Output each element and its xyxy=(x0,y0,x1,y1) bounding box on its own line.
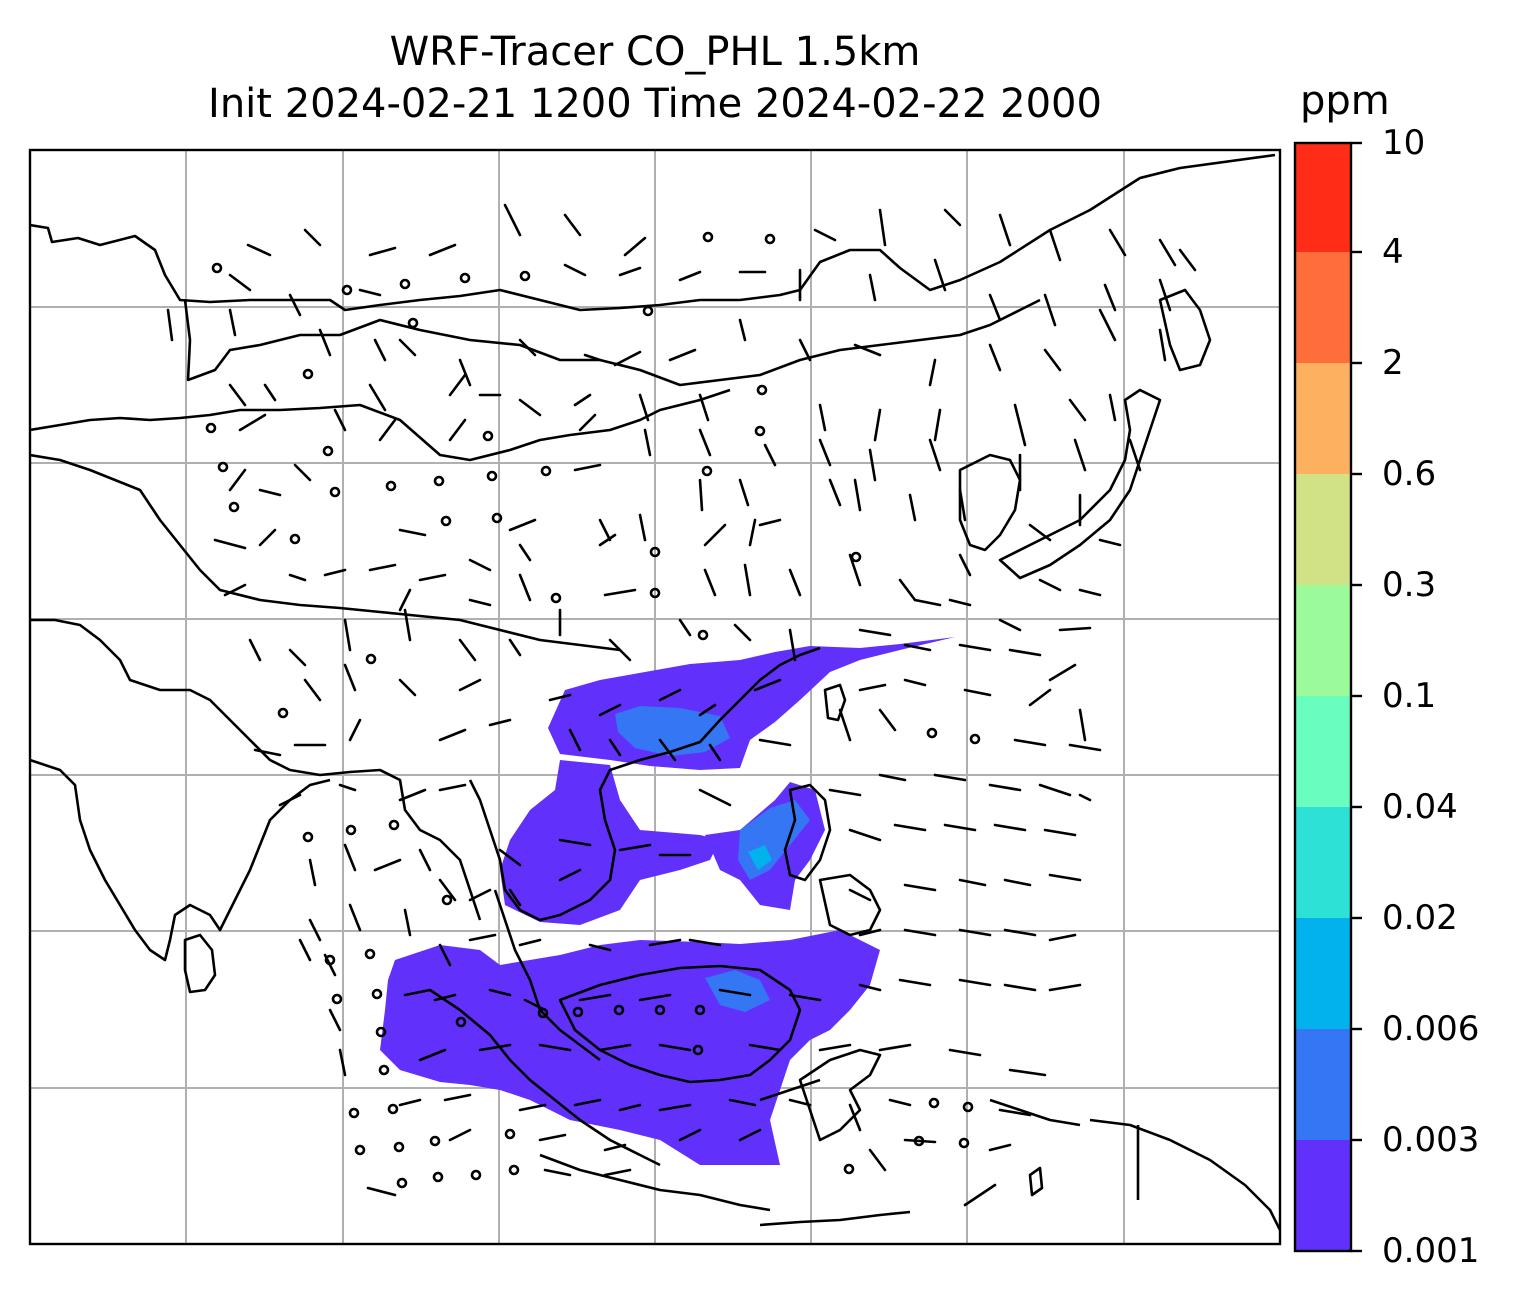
colorbar-segment xyxy=(1295,143,1351,252)
colorbar-segment xyxy=(1295,585,1351,696)
coastline-india-peninsula xyxy=(30,758,331,962)
coastline-indochina xyxy=(468,646,821,922)
colorbar-segment xyxy=(1295,1029,1351,1140)
title-line-1: WRF-Tracer CO_PHL 1.5km xyxy=(389,29,921,75)
coastline-new-guinea xyxy=(1089,1118,1280,1231)
coastline-java xyxy=(539,1153,771,1212)
colorbar-segment xyxy=(1295,1140,1351,1251)
coastline-lesser-sunda xyxy=(759,1210,911,1227)
colorbar-tick-label: 0.1 xyxy=(1382,676,1437,716)
coastline-central-asia xyxy=(30,388,731,462)
tracer-region-indochina xyxy=(500,760,720,925)
colorbar-segment xyxy=(1295,807,1351,918)
wind-barbs-row-9 xyxy=(248,608,1077,682)
coastline-tibet xyxy=(30,453,621,652)
coastline-timor xyxy=(1028,1166,1044,1197)
colorbar-tick-label: 10 xyxy=(1382,123,1426,163)
colorbar-tick-label: 0.006 xyxy=(1382,1009,1480,1049)
wind-barbs-row-20 xyxy=(366,1168,997,1207)
coastline-inner-china xyxy=(183,298,1041,387)
colorbar-tick-label: 0.6 xyxy=(1382,454,1437,494)
wind-barbs-row-5 xyxy=(238,408,1142,492)
wind-barbs-row-4 xyxy=(228,373,1117,447)
colorbar-tick-label: 4 xyxy=(1382,232,1404,272)
calm-wind-markers xyxy=(205,231,981,1189)
wind-barbs-row-14 xyxy=(308,868,1082,942)
coastline-malay-peninsula xyxy=(493,889,601,1062)
coastline-sri-lanka xyxy=(183,933,217,994)
colorbar-unit-label: ppm xyxy=(1300,78,1390,124)
wind-barbs-row-7 xyxy=(213,518,1102,602)
colorbar-ticks xyxy=(1351,141,1362,1253)
coastline-borneo-north xyxy=(759,1078,821,1102)
colorbar-tick-label: 0.04 xyxy=(1382,787,1458,827)
coastline-japan-hokkaido xyxy=(1158,288,1212,372)
wind-barbs-row-2 xyxy=(228,258,1172,327)
tracer-region-borneo-core xyxy=(705,970,770,1012)
wind-barbs-row-11 xyxy=(253,708,1102,762)
tracer-region-south-china-sea-north xyxy=(548,637,955,770)
coastline-taiwan xyxy=(823,683,847,722)
colorbar-tick-label: 0.001 xyxy=(1382,1231,1480,1271)
coastline-japan-honshu xyxy=(998,388,1162,580)
coastline-philippines-luzon xyxy=(783,783,832,882)
coastline-philippines-mindanao xyxy=(818,873,882,937)
map-frame xyxy=(28,148,1282,1246)
colorbar-segment xyxy=(1295,474,1351,585)
colorbar-segment xyxy=(1295,696,1351,807)
colorbar-segment xyxy=(1295,252,1351,363)
wind-barbs xyxy=(166,203,1197,1207)
wind-barbs-row-12 xyxy=(278,773,1092,807)
tracer-region-borneo-sumatra xyxy=(380,930,880,1165)
tracer-region-philippines-peak xyxy=(748,845,772,870)
wind-barbs-row-10 xyxy=(303,663,1087,742)
colorbar-tick-label: 0.02 xyxy=(1382,898,1458,938)
coastline-india xyxy=(30,618,482,921)
colorbar-tick-label: 2 xyxy=(1382,343,1404,383)
tracer-field xyxy=(380,637,955,1165)
title-line-2: Init 2024-02-21 1200 Time 2024-02-22 200… xyxy=(208,81,1102,127)
wind-barbs-row-19 xyxy=(448,1128,1012,1172)
wind-barbs-row-13 xyxy=(308,823,1077,887)
plot-title: WRF-Tracer CO_PHL 1.5km Init 2024-02-21 … xyxy=(30,26,1280,130)
colorbar-segment xyxy=(1295,918,1351,1029)
coastline-korea xyxy=(958,453,1022,552)
colorbar-segment xyxy=(1295,363,1351,474)
coastline-sumatra xyxy=(429,988,661,1167)
wind-barbs-row-15 xyxy=(298,928,1077,977)
colorbar xyxy=(1293,141,1362,1253)
coastline-halmahera xyxy=(989,1098,1081,1127)
colorbar-tick-label: 0.003 xyxy=(1382,1120,1480,1160)
coastlines xyxy=(30,153,1280,1231)
wind-barbs-row-6 xyxy=(228,463,1122,547)
coastline-north-china xyxy=(30,153,1276,312)
tracer-region-gulf-of-tonkin xyxy=(615,706,730,756)
wind-barbs-row-8 xyxy=(223,563,1092,637)
wind-barbs-row-18 xyxy=(398,1093,1032,1132)
coastline-sulawesi xyxy=(798,1048,882,1142)
wind-barbs-row-north xyxy=(246,203,1197,272)
wind-barbs-row-16 xyxy=(328,978,1082,1032)
wind-barbs-row-3 xyxy=(166,308,1167,387)
wind-barbs-row-17 xyxy=(338,1043,1047,1077)
colorbar-tick-label: 0.3 xyxy=(1382,565,1437,605)
